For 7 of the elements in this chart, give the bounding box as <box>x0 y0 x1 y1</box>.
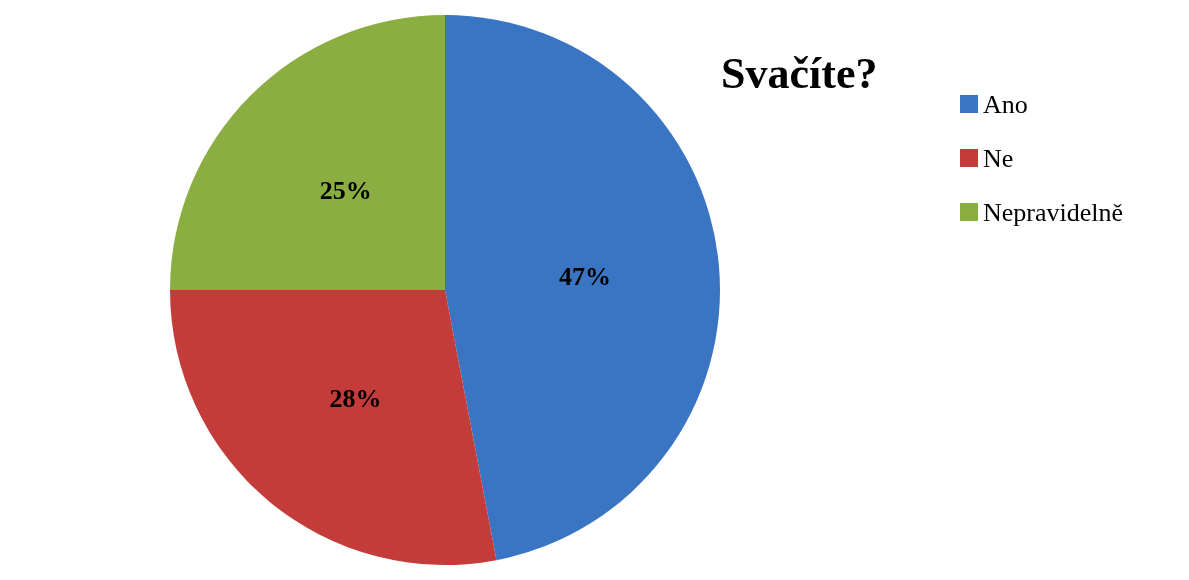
legend-label: Ano <box>983 89 1028 119</box>
legend-label: Ne <box>983 143 1014 173</box>
data-label: 25% <box>319 176 372 206</box>
data-label: 28% <box>329 383 382 413</box>
legend-label: Nepravidelně <box>983 197 1124 227</box>
text: Svačíte? <box>721 48 878 98</box>
data-label: 47% <box>558 262 611 292</box>
